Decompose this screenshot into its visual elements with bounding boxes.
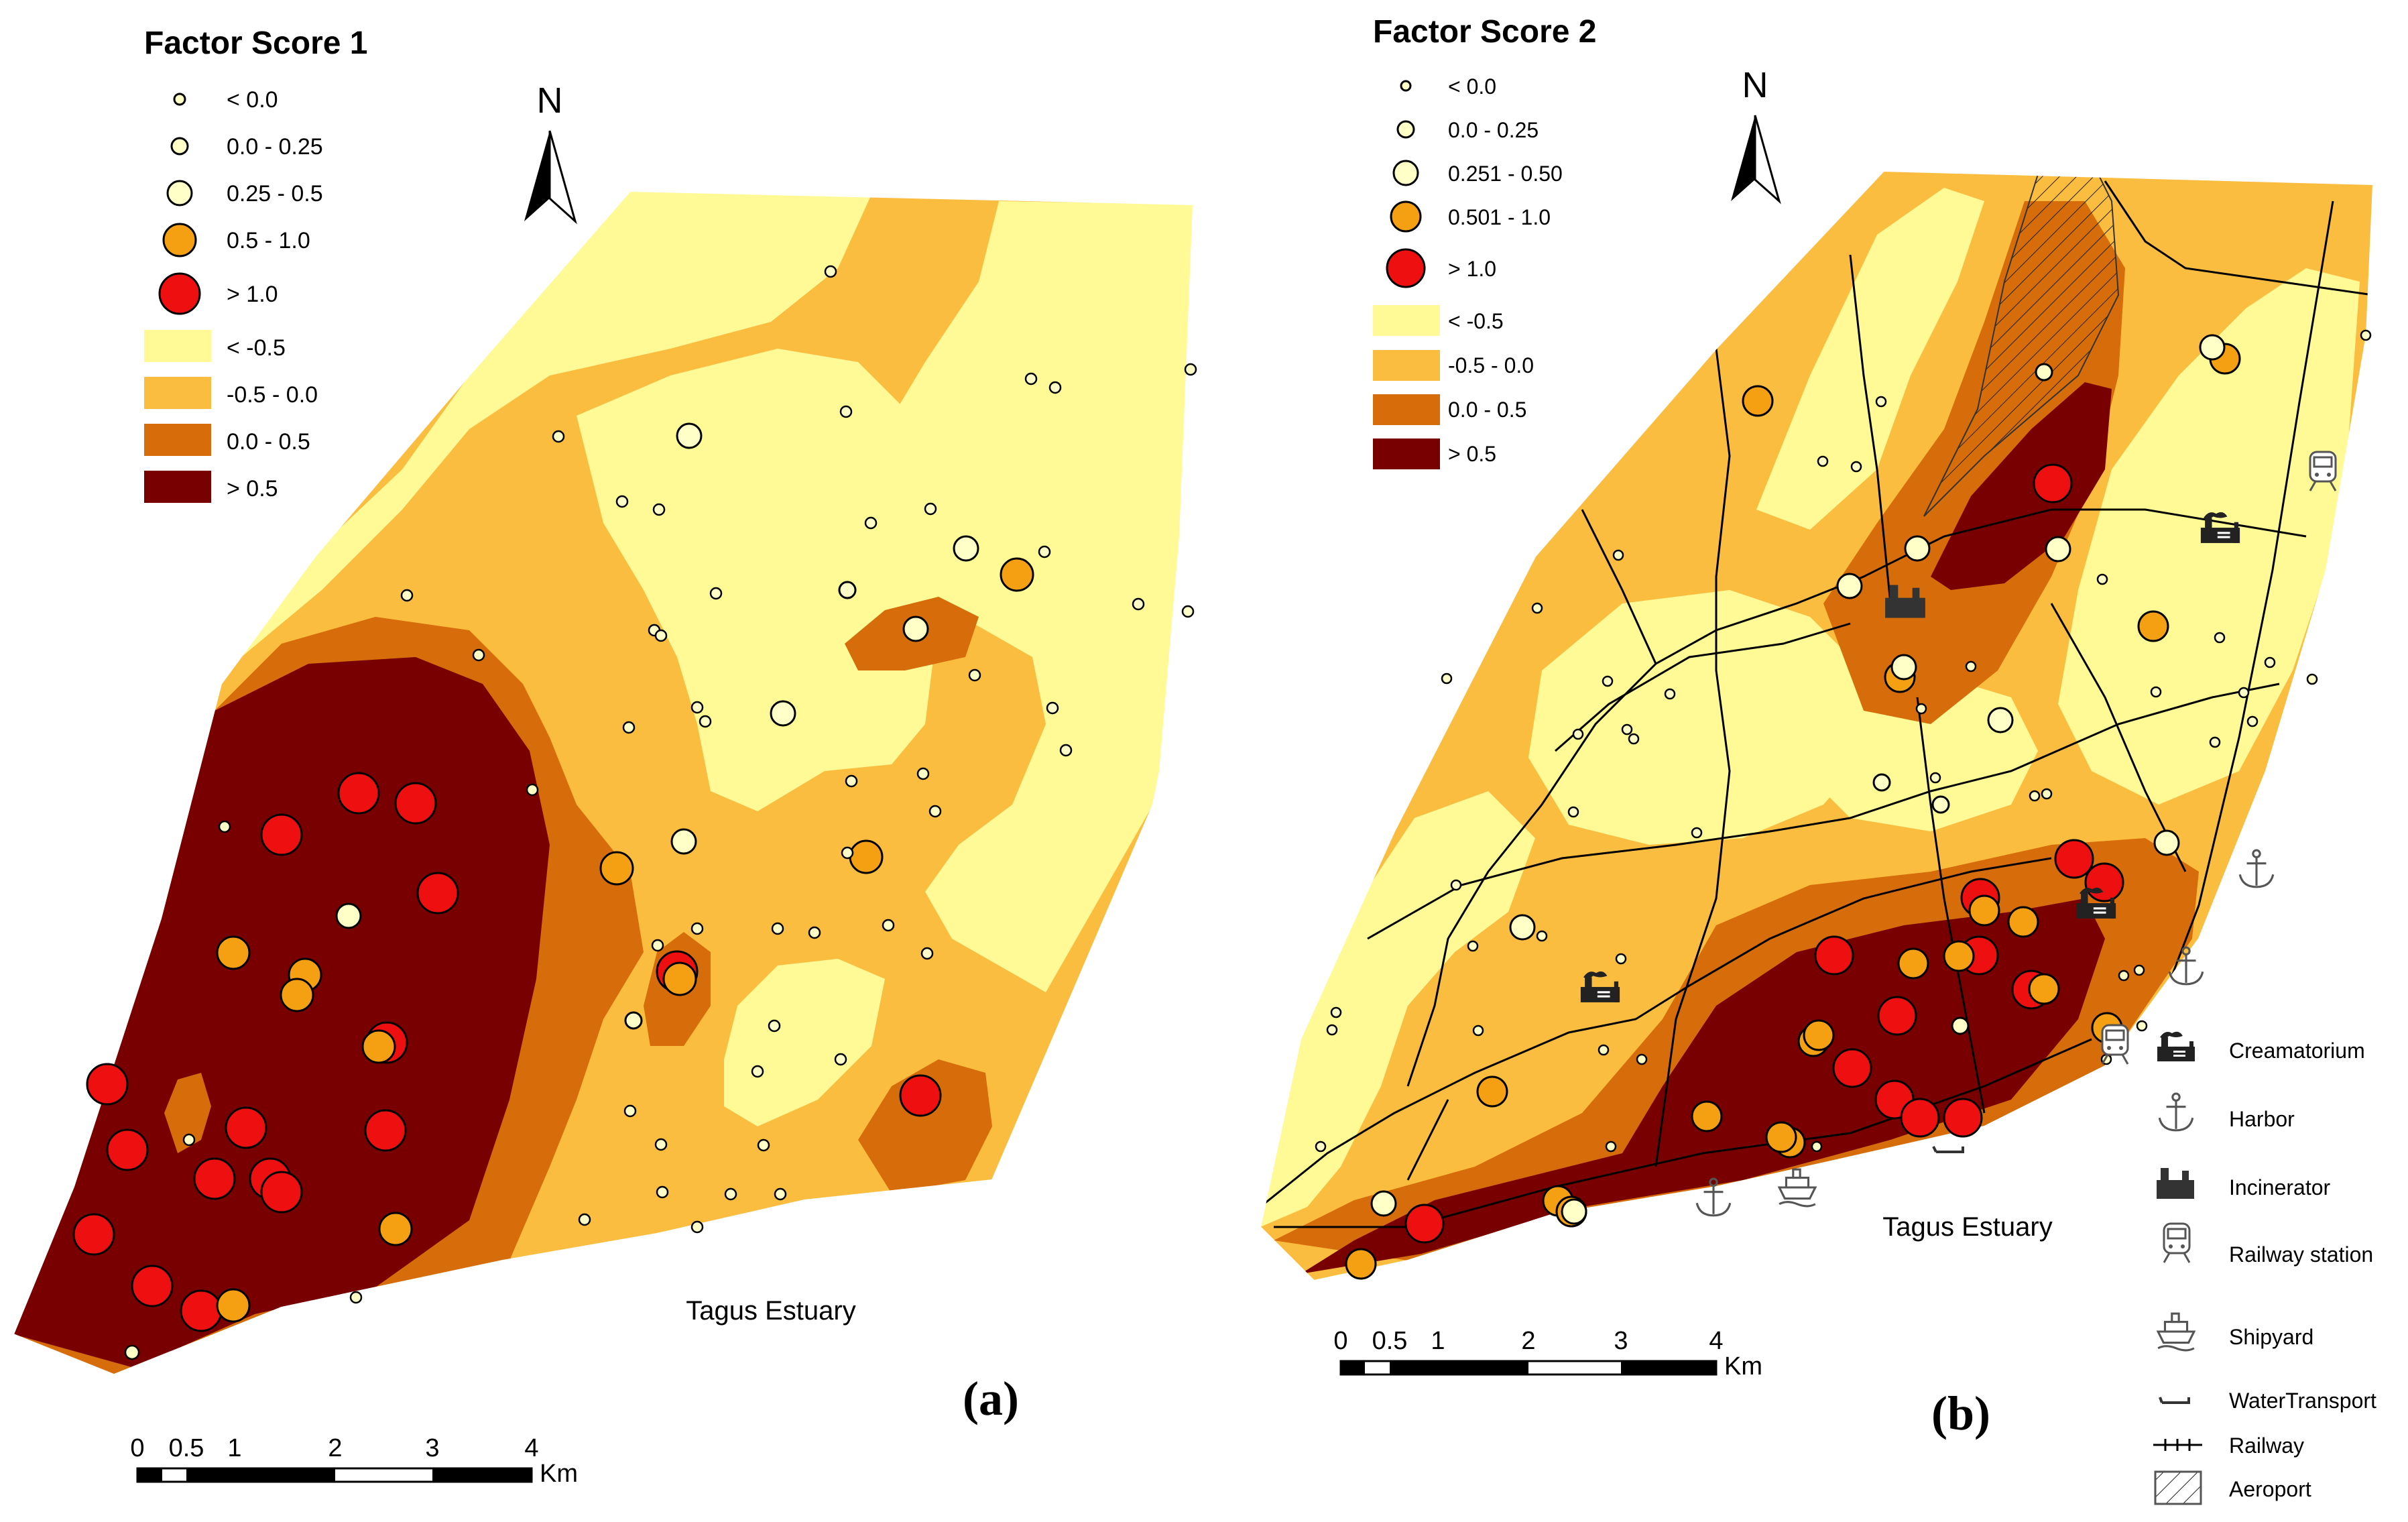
legend-aeroport: Aeroport	[2229, 1477, 2311, 1501]
svg-text:N: N	[1742, 65, 1768, 105]
legend-railway-station: Railway station	[2229, 1242, 2373, 1267]
zone-lt-neg05-east	[885, 201, 1193, 992]
water-transport-icon	[1932, 1146, 1964, 1153]
b-zone-lt-neg05-west	[1260, 791, 1535, 1227]
panel-b-legend: Factor Score 2 < 0.0 0.0 - 0.25 0.251 - …	[1373, 14, 1596, 469]
legend-b-pt-4: 0.501 - 1.0	[1448, 205, 1551, 229]
zone-lt-neg05-central	[577, 349, 939, 811]
b-zone-lt-neg05-center	[1528, 590, 1870, 845]
svg-text:4: 4	[524, 1434, 538, 1462]
svg-text:3: 3	[425, 1434, 439, 1462]
legend-harbor: Harbor	[2229, 1107, 2295, 1131]
panel-b-legend-title: Factor Score 2	[1373, 14, 1596, 50]
legend-b-pt-5: > 1.0	[1448, 257, 1496, 281]
legend-b-pt-2: 0.0 - 0.25	[1448, 118, 1539, 142]
harbor-icon	[2238, 849, 2275, 888]
panel-a-scale-bar: 0 0.5 1 2 3 4 Km	[130, 1434, 578, 1488]
panel-a-label: (a)	[963, 1372, 1019, 1425]
panel-a-north-arrow: N	[524, 80, 577, 225]
incinerator-icon	[2157, 1168, 2194, 1199]
svg-text:2: 2	[1521, 1327, 1535, 1355]
b-zone-gt-05-north	[1931, 382, 2112, 590]
legend-a-zone-2: -0.5 - 0.0	[227, 382, 318, 408]
legend-b-zone-2: -0.5 - 0.0	[1448, 353, 1534, 377]
panel-b-points	[1315, 329, 2372, 1280]
panel-b-feature-legend: Creamatorium Harbor Incinerator Railway …	[2153, 1031, 2376, 1505]
water-transport-icon	[2159, 1397, 2190, 1404]
svg-text:4: 4	[1709, 1327, 1723, 1355]
shipyard-icon	[2157, 1312, 2195, 1352]
railway-legend-icon	[2153, 1439, 2202, 1451]
legend-b-zone-4: > 0.5	[1448, 442, 1496, 466]
zone-0-05-hole	[164, 1073, 211, 1153]
zone-gt-05	[13, 657, 550, 1368]
legend-a-pt-1: < 0.0	[227, 87, 278, 113]
panel-a-estuary-label: Tagus Estuary	[686, 1296, 855, 1326]
svg-text:1: 1	[227, 1434, 241, 1462]
legend-b-zone-3: 0.0 - 0.5	[1448, 398, 1526, 422]
aeroport-area	[1923, 174, 2120, 517]
b-zone-gt-05-south	[1301, 898, 2105, 1274]
legend-a-pt-2: 0.0 - 0.25	[227, 134, 323, 160]
panel-b-scale-bar: 0 0.5 1 2 3 4 Km	[1333, 1327, 1762, 1381]
panel-b-estuary-label: Tagus Estuary	[1882, 1212, 2052, 1242]
panel-a-map: N Tagus Estuary	[12, 80, 1197, 1376]
legend-railway: Railway	[2229, 1433, 2304, 1458]
zone-lt-neg05-south	[724, 959, 885, 1126]
legend-a-pt-3: 0.25 - 0.5	[227, 181, 323, 207]
svg-text:N: N	[537, 80, 563, 121]
harbor-icon	[2158, 1092, 2194, 1132]
svg-text:0: 0	[130, 1434, 144, 1462]
legend-a-zone-4: > 0.5	[227, 476, 278, 502]
legend-b-pt-3: 0.251 - 0.50	[1448, 162, 1563, 186]
aeroport-legend-swatch	[2154, 1470, 2202, 1505]
b-zone-lt-neg05-north	[1756, 188, 1984, 530]
legend-a-pt-4: 0.5 - 1.0	[227, 228, 310, 253]
zone-0-05-south-east	[858, 1059, 992, 1193]
legend-water-transport: WaterTransport	[2229, 1389, 2376, 1413]
svg-text:3: 3	[1614, 1327, 1628, 1355]
panel-b-label: (b)	[1931, 1387, 1990, 1440]
legend-b-zone-1: < -0.5	[1448, 309, 1504, 333]
panel-b-facility-icons	[1580, 451, 2337, 1217]
panel-a-legend-title: Factor Score 1	[144, 25, 367, 61]
shipyard-icon	[1778, 1168, 1817, 1208]
crematorium-icon	[2157, 1031, 2195, 1061]
railway-line	[2144, 200, 2334, 1047]
panel-a-points	[72, 265, 1197, 1360]
legend-a-zone-3: 0.0 - 0.5	[227, 429, 310, 455]
railway-station-icon	[2163, 1222, 2191, 1264]
panel-b-north-arrow: N	[1731, 65, 1781, 204]
svg-text:0.5: 0.5	[1372, 1327, 1408, 1355]
svg-text:0: 0	[1333, 1327, 1347, 1355]
legend-b-pt-1: < 0.0	[1448, 74, 1496, 99]
svg-text:Km: Km	[1724, 1352, 1762, 1381]
panel-a-legend: Factor Score 1 < 0.0 0.0 - 0.25 0.25 - 0…	[144, 25, 367, 503]
svg-text:2: 2	[328, 1434, 342, 1462]
svg-text:Km: Km	[540, 1460, 578, 1488]
legend-crematorium: Creamatorium	[2229, 1039, 2365, 1063]
railway-station-icon	[2101, 1024, 2129, 1065]
zone-lt-neg05-north	[161, 191, 871, 724]
svg-text:0.5: 0.5	[169, 1434, 204, 1462]
legend-a-zone-1: < -0.5	[227, 335, 286, 361]
svg-text:1: 1	[1431, 1327, 1445, 1355]
legend-incinerator: Incinerator	[2229, 1175, 2331, 1199]
legend-shipyard: Shipyard	[2229, 1325, 2313, 1349]
legend-a-pt-5: > 1.0	[227, 282, 278, 307]
